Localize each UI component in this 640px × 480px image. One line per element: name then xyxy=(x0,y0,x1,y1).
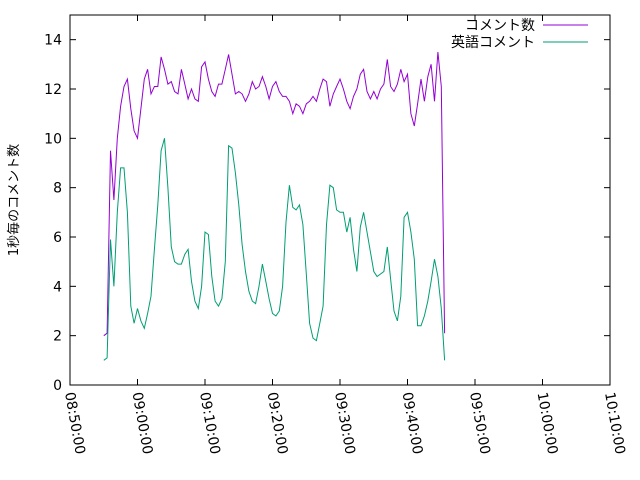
y-tick-label: 14 xyxy=(44,33,62,49)
y-tick-label: 4 xyxy=(53,279,62,295)
y-tick-label: 2 xyxy=(53,329,62,345)
series-layer xyxy=(103,51,446,361)
y-tick-label: 12 xyxy=(44,82,62,98)
y-tick-label: 6 xyxy=(53,230,62,246)
series-line-2 xyxy=(103,138,446,361)
legend-label-1: コメント数 xyxy=(465,18,535,34)
x-tick-label: 09:10:00 xyxy=(196,391,223,456)
y-tick-labels: 0 2 4 6 8 10 12 14 xyxy=(44,33,62,394)
x-tick-label: 08:50:00 xyxy=(61,391,88,456)
x-tick-label: 10:10:00 xyxy=(601,391,628,456)
legend-label-2: 英語コメント xyxy=(451,34,535,51)
x-tick-label: 09:30:00 xyxy=(331,391,358,456)
y-axis-label: 1秒毎のコメント数 xyxy=(6,144,22,256)
x-tick-labels: 08:50:00 09:00:00 09:10:00 09:20:00 09:30:00… xyxy=(61,391,628,456)
y-tick-label: 8 xyxy=(53,181,62,197)
x-tick-label: 10:00:00 xyxy=(534,391,561,456)
y-tick-label: 0 xyxy=(53,378,62,394)
y-tick-label: 10 xyxy=(44,131,62,147)
x-tick-label: 09:50:00 xyxy=(466,391,493,456)
series-line-1 xyxy=(103,51,446,337)
x-tick-label: 09:20:00 xyxy=(264,391,291,456)
x-tick-label: 09:00:00 xyxy=(129,391,156,456)
x-tick-label: 09:40:00 xyxy=(399,391,426,456)
plot-frame xyxy=(69,14,611,386)
axis-ticks xyxy=(69,15,611,386)
